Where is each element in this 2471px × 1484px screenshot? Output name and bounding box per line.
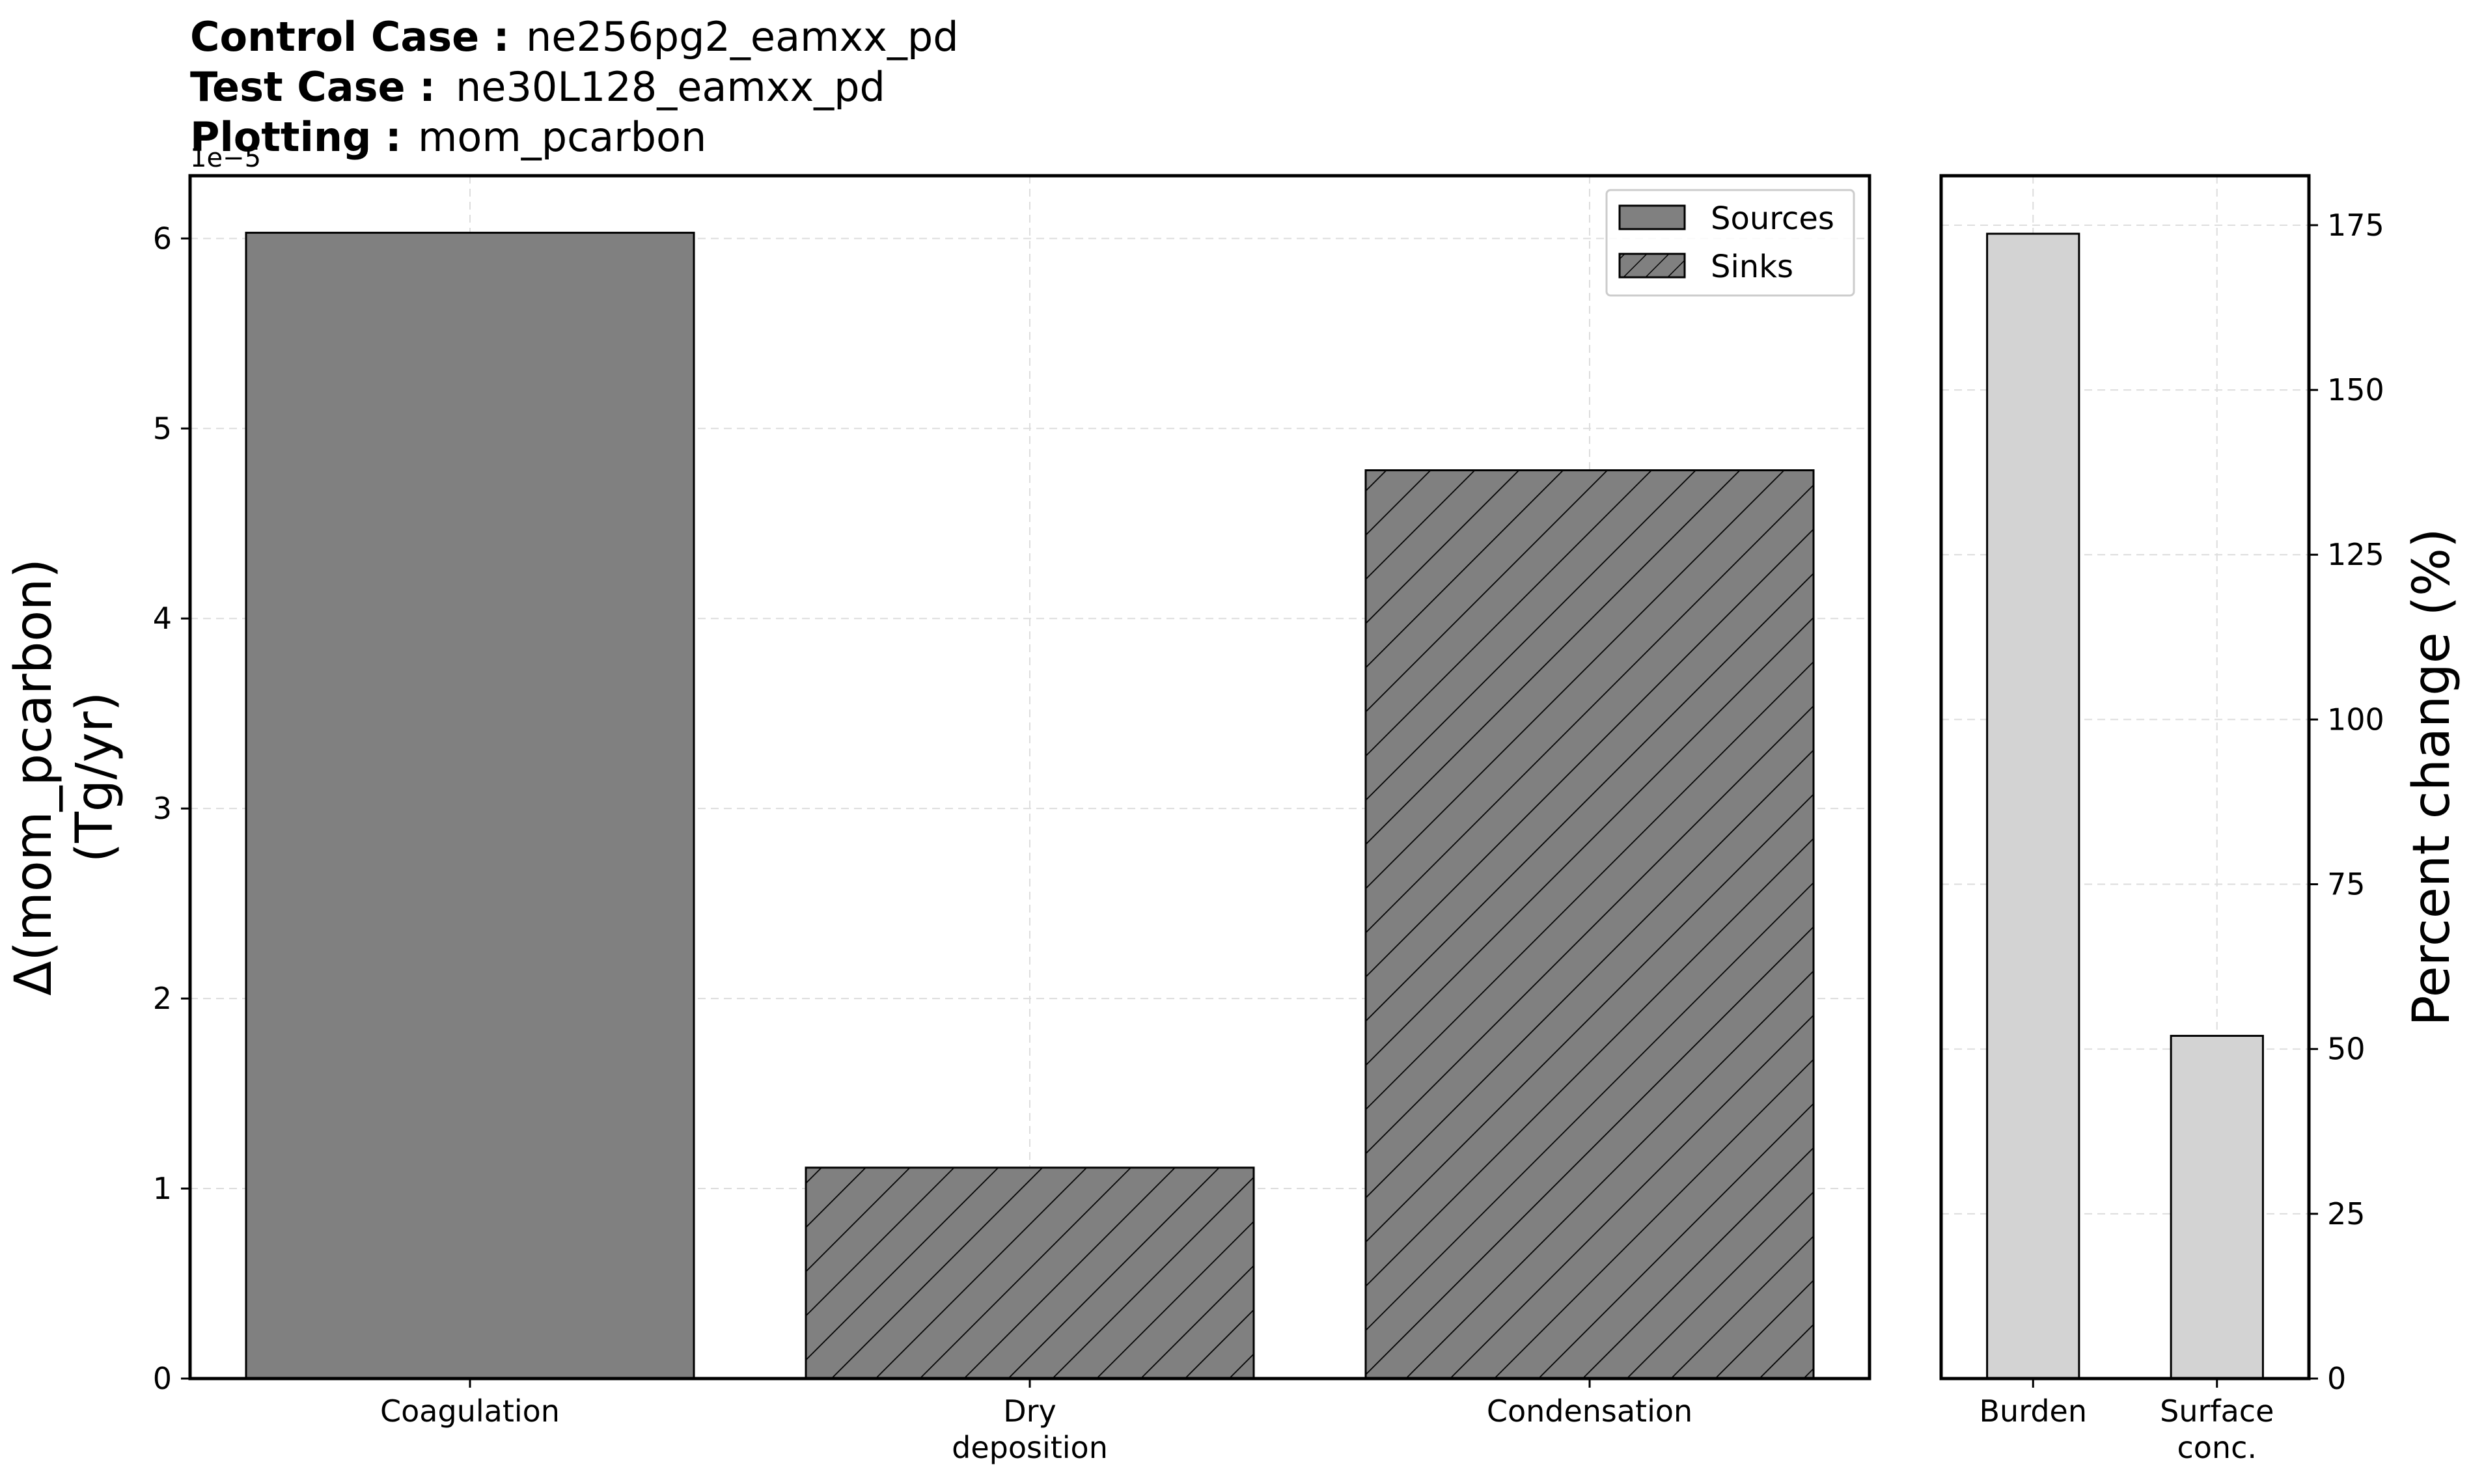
right-y-axis-label: Percent change (%) [2403, 528, 2461, 1026]
left-bars [245, 232, 1815, 1380]
plotting-label: Plotting : [190, 113, 402, 161]
left-y-tick-label: 0 [153, 1361, 172, 1396]
control-case-label: Control Case : [190, 13, 510, 61]
right-y-ticks: 0 25 50 75 100 125 150 175 [2309, 208, 2384, 1396]
right-y-tick-label: 125 [2327, 537, 2384, 572]
left-y-axis-label-unit: (Tg/yr) [66, 692, 124, 863]
budget-change-bar-chart: 0 1 2 3 4 5 6 Coagulation Dry deposition Condensa… [5, 143, 1871, 1465]
right-y-tick-label: 50 [2327, 1032, 2366, 1067]
right-plot-frame [1939, 174, 2311, 1381]
right-bars [1986, 232, 2264, 1380]
right-y-tick-label: 75 [2327, 867, 2366, 902]
right-x-ticks: Burden Surface conc. [1980, 1379, 2274, 1465]
legend-label-sinks: Sinks [1711, 249, 1793, 285]
left-x-tick-label: Condensation [1487, 1394, 1692, 1429]
left-x-ticks: Coagulation Dry deposition Condensation [380, 1379, 1692, 1465]
right-y-tick-label: 150 [2327, 372, 2384, 407]
right-x-tick-label: Burden [1980, 1394, 2087, 1429]
plotting-value: mom_pcarbon [418, 113, 706, 161]
header: Control Case : ne256pg2_eamxx_pd Test Ca… [190, 13, 959, 161]
left-y-tick-label: 4 [153, 601, 172, 636]
legend-swatch-sources [1618, 204, 1686, 230]
left-y-tick-label: 3 [153, 791, 172, 826]
left-x-tick-label: Coagulation [380, 1394, 560, 1429]
left-x-tick-label: Dry deposition [952, 1394, 1108, 1465]
test-case-value: ne30L128_eamxx_pd [456, 63, 885, 111]
left-y-tick-label: 1 [153, 1171, 172, 1206]
bar-source [245, 232, 695, 1380]
legend: Sources Sinks [1605, 189, 1855, 297]
test-case-label: Test Case : [190, 63, 435, 111]
left-y-tick-label: 5 [153, 411, 172, 446]
right-y-tick-label: 100 [2327, 702, 2384, 737]
left-y-axis-label: Δ(mom_pcarbon) [5, 558, 63, 996]
bar-sink [1364, 469, 1815, 1380]
legend-label-sources: Sources [1711, 200, 1834, 237]
left-y-tick-label: 2 [153, 981, 172, 1016]
right-y-tick-label: 175 [2327, 208, 2384, 243]
bar-percent-change [1986, 232, 2080, 1380]
right-x-tick-label: Surface conc. [2160, 1394, 2274, 1465]
percent-change-bar-chart: 0 25 50 75 100 125 150 175 Burden Surface conc. P… [1939, 174, 2461, 1465]
control-case-value: ne256pg2_eamxx_pd [526, 13, 959, 61]
y-offset-text: 1e−5 [190, 143, 261, 173]
right-y-tick-label: 0 [2327, 1361, 2346, 1396]
bar-sink [805, 1166, 1255, 1380]
legend-swatch-sinks [1618, 253, 1686, 279]
left-y-ticks: 0 1 2 3 4 5 6 [153, 221, 190, 1396]
right-y-tick-label: 25 [2327, 1196, 2366, 1231]
left-y-tick-label: 6 [153, 221, 172, 256]
bar-percent-change [2170, 1034, 2264, 1380]
